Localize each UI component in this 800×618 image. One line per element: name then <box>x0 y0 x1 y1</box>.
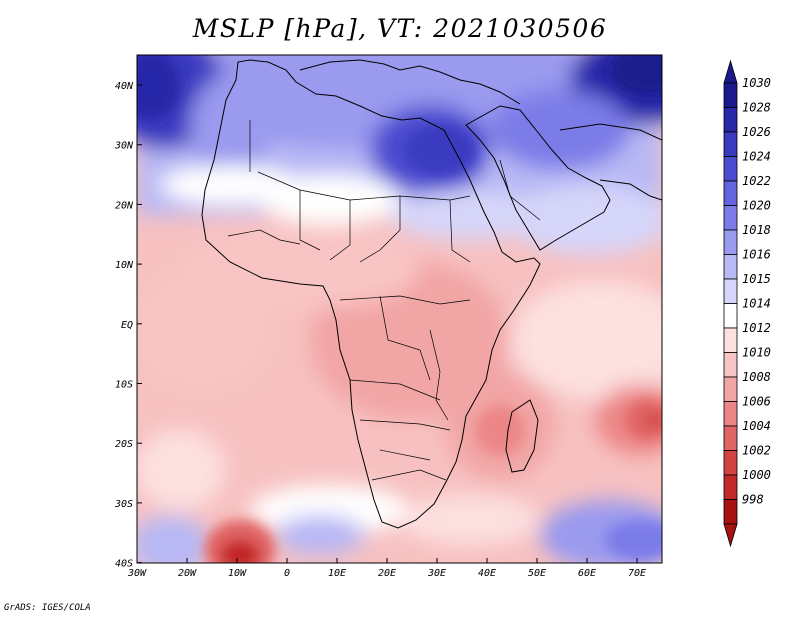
colorbar: 1030 1028 1026 1024 1022 1020 1018 1016 1015 1014… <box>723 59 771 548</box>
map-title: MSLP [hPa], VT: 2021030506 <box>192 14 608 43</box>
colorbar-label: 1010 <box>742 346 771 360</box>
coastlines <box>201 59 662 529</box>
colorbar-swatch <box>723 425 738 451</box>
colorbar-swatch <box>723 327 738 353</box>
colorbar-swatch <box>723 82 738 108</box>
colorbar-swatch <box>723 156 738 182</box>
colorbar-label: 1016 <box>742 248 771 262</box>
colorbar-label: 1024 <box>742 150 771 164</box>
country-borders <box>227 120 541 481</box>
colorbar-max-arrow <box>723 59 738 84</box>
colorbar-swatch <box>723 180 738 206</box>
lat-tick-label: 20S <box>115 439 133 450</box>
lon-tick-label: 20W <box>178 568 197 579</box>
lat-tick-label: 30S <box>114 499 133 510</box>
colorbar-swatch <box>723 278 738 304</box>
lat-tick-label: 20N <box>115 200 134 211</box>
colorbar-label: 1004 <box>742 419 771 433</box>
colorbar-swatch <box>723 131 738 157</box>
colorbar-label: 1020 <box>742 199 771 213</box>
colorbar-swatch <box>723 474 738 500</box>
lon-tick-label: 70E <box>628 568 646 579</box>
colorbar-min-arrow <box>723 523 738 548</box>
lat-tick-label: 10N <box>115 260 134 271</box>
lon-tick-label: 10W <box>228 568 247 579</box>
lon-tick-label: 60E <box>578 568 596 579</box>
colorbar-label: 1012 <box>742 321 771 335</box>
colorbar-swatch <box>723 303 738 329</box>
colorbar-label: 1006 <box>742 395 771 409</box>
colorbar-label: 1002 <box>742 444 771 458</box>
lon-tick-label: 10E <box>328 568 346 579</box>
grads-credit: GrADS: IGES/COLA <box>4 603 91 613</box>
colorbar-swatch <box>723 205 738 231</box>
plot-frame <box>136 54 663 564</box>
lat-tick-label: 30N <box>114 141 134 152</box>
lat-tick-label: 40N <box>115 81 134 92</box>
colorbar-label: 1030 <box>742 76 771 90</box>
lon-tick-label: 40E <box>478 568 496 579</box>
colorbar-label: 1018 <box>742 223 771 237</box>
colorbar-label: 1008 <box>742 370 771 384</box>
colorbar-label: 1015 <box>742 272 771 286</box>
colorbar-swatch <box>723 401 738 427</box>
colorbar-label: 1000 <box>742 468 771 482</box>
colorbar-swatch <box>723 229 738 255</box>
colorbar-label: 998 <box>742 493 764 507</box>
lon-tick-label: 0 <box>284 568 290 579</box>
latitude-axis: 40N 30N 20N 10N EQ 10S 20S 30S 40S <box>114 81 142 570</box>
lat-tick-label: 10S <box>115 380 133 391</box>
colorbar-swatch <box>723 352 738 378</box>
colorbar-swatch <box>723 254 738 280</box>
longitude-axis: 30W 20W 10W 0 10E 20E 30E 40E 50E 60E 70E <box>127 558 646 579</box>
lon-tick-label: 30W <box>127 568 147 579</box>
colorbar-label: 1028 <box>742 101 771 115</box>
colorbar-label: 1014 <box>742 297 771 311</box>
pressure-field <box>137 55 662 563</box>
colorbar-label: 1026 <box>742 125 771 139</box>
lon-tick-label: 30E <box>427 568 446 579</box>
lat-tick-label: 40S <box>115 559 133 570</box>
colorbar-swatch <box>723 107 738 133</box>
lon-tick-label: 50E <box>528 568 546 579</box>
lon-tick-label: 20E <box>378 568 396 579</box>
colorbar-swatch <box>723 450 738 476</box>
colorbar-swatch <box>723 376 738 402</box>
lat-tick-label: EQ <box>121 320 133 331</box>
colorbar-label: 1022 <box>742 174 771 188</box>
colorbar-swatch <box>723 499 738 525</box>
